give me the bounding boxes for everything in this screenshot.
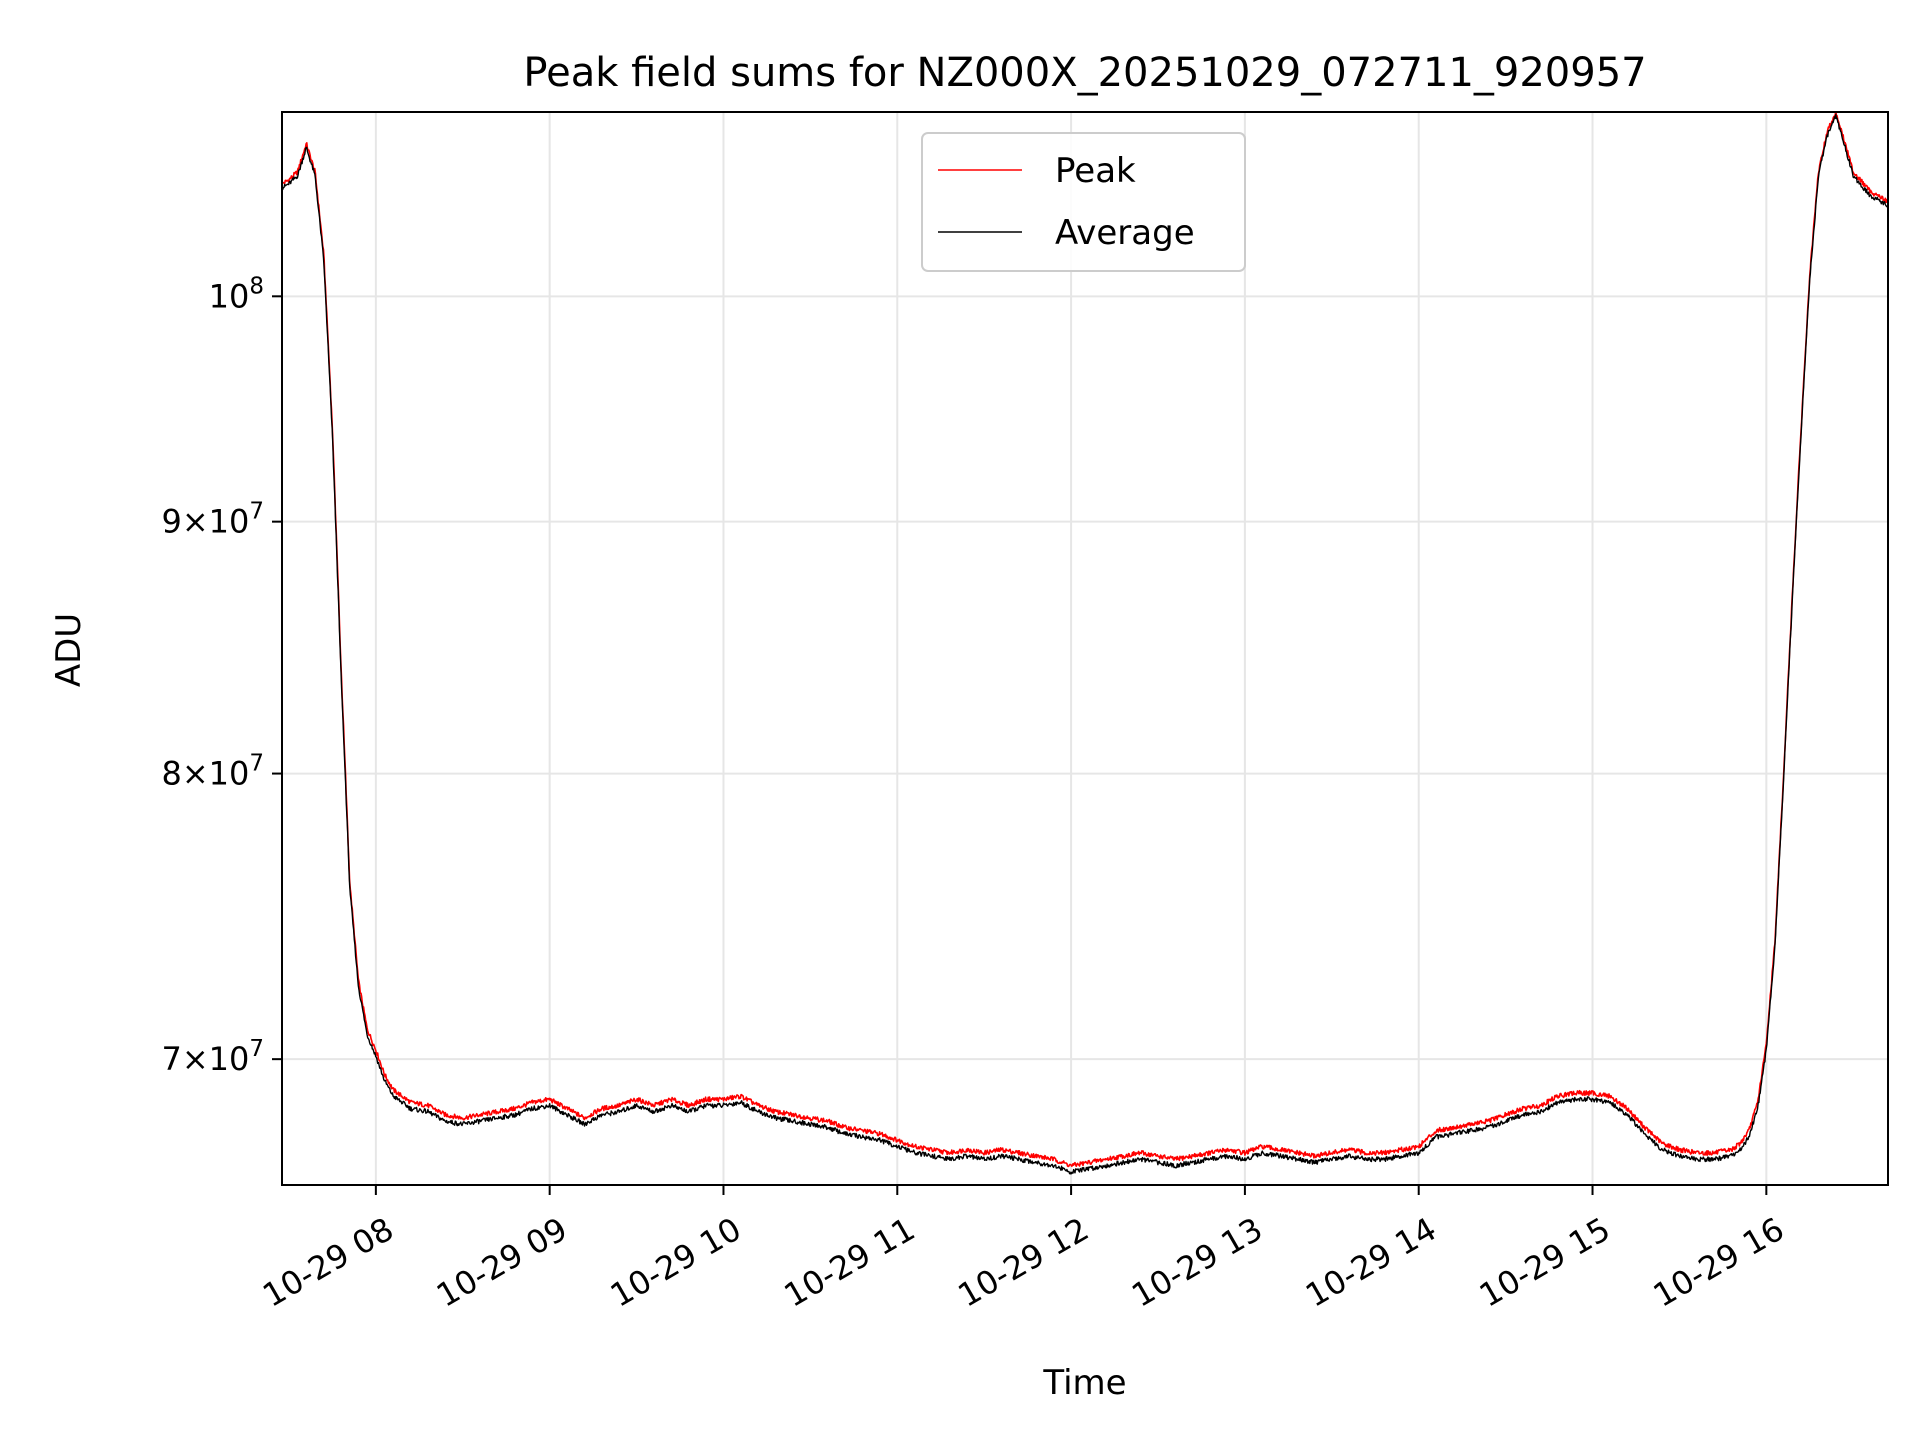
x-axis-label: Time [1042,1363,1126,1403]
legend-label-average: Average [1055,213,1195,253]
grid [282,112,1888,1185]
y-tick-label: 108 [209,273,264,315]
chart-title: Peak field sums for NZ000X_20251029_0727… [523,50,1646,96]
series-line-average [282,113,1888,1175]
y-axis: 7×107 8×107 9×107 108 [161,273,282,1078]
y-tick-label: 7×107 [161,1036,264,1078]
legend-box [921,132,1246,272]
series-line-peak [282,112,1888,1168]
y-tick-label: 9×107 [161,499,264,541]
axes-frame [281,111,1889,1186]
legend-label-peak: Peak [1055,151,1136,191]
y-tick-label: 8×107 [161,751,264,793]
series-group [282,112,1888,1175]
legend: Peak Average [921,132,1246,272]
plot-area [282,112,1888,1185]
y-axis-label: ADU [49,613,89,687]
